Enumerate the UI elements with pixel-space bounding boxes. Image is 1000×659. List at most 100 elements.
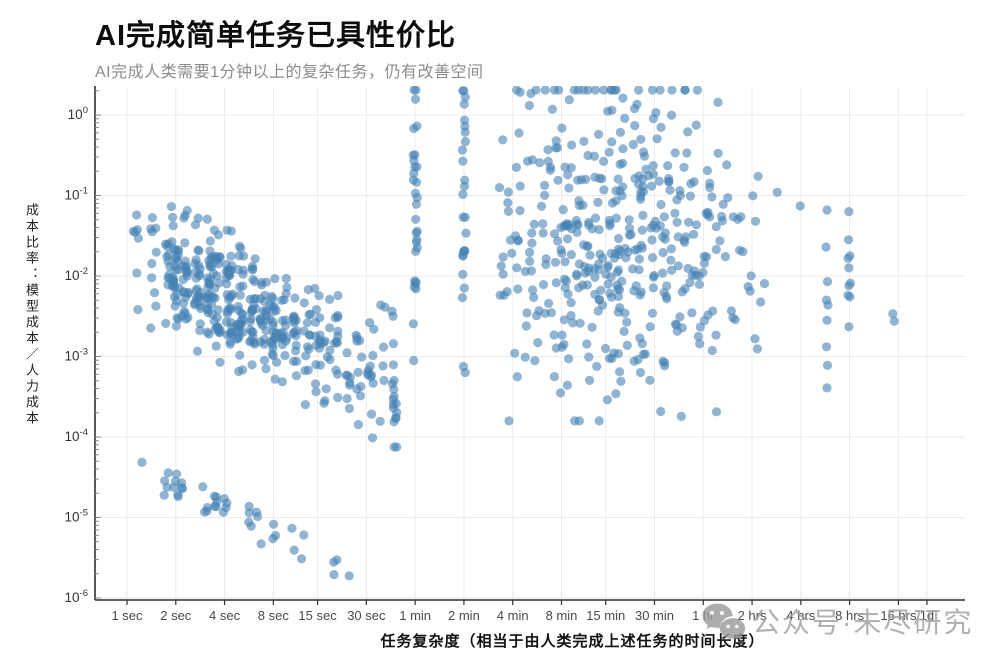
data-point [379, 375, 389, 386]
x-tick-label: 8 sec [258, 608, 290, 623]
data-point [551, 343, 561, 353]
data-point [244, 501, 254, 511]
data-point [656, 406, 666, 417]
data-point [713, 97, 723, 107]
data-point [248, 264, 258, 274]
x-tick-label: 8 hrs [835, 608, 864, 623]
data-point [289, 545, 299, 555]
data-point [353, 420, 363, 430]
data-point [504, 416, 514, 426]
data-point [214, 278, 224, 288]
chart-subtitle: AI完成人类需要1分钟以上的复杂任务，仍有改善空间 [95, 64, 484, 81]
data-point [663, 161, 673, 171]
data-point [300, 366, 310, 376]
data-point [368, 350, 378, 361]
data-point [566, 311, 576, 321]
data-point [202, 214, 212, 224]
data-point [353, 367, 363, 377]
data-point [168, 212, 178, 222]
data-point [410, 94, 421, 104]
data-point [510, 348, 520, 358]
data-point [594, 129, 604, 139]
data-point [300, 400, 310, 410]
data-point [333, 392, 343, 403]
data-point [195, 325, 205, 336]
data-point [821, 242, 831, 252]
data-point [648, 161, 658, 171]
data-point [614, 285, 625, 295]
data-point [498, 135, 508, 145]
data-point [321, 384, 331, 394]
data-point [357, 352, 367, 362]
data-point [604, 215, 614, 225]
data-point [613, 307, 623, 317]
data-point [672, 217, 682, 227]
data-point [244, 508, 254, 518]
data-point [611, 196, 621, 206]
data-point [251, 304, 261, 314]
data-point [547, 104, 558, 114]
data-point [198, 482, 208, 492]
data-point [498, 252, 508, 262]
data-point [572, 227, 582, 237]
data-point [412, 226, 422, 236]
data-point [302, 318, 312, 328]
data-point [281, 320, 291, 331]
data-point [844, 207, 854, 217]
data-point [147, 273, 157, 283]
data-point [645, 375, 655, 385]
data-point [458, 247, 469, 257]
data-point [620, 113, 630, 123]
data-point [651, 108, 661, 118]
data-point [630, 121, 640, 131]
data-point [589, 151, 600, 161]
data-point [503, 187, 513, 197]
data-point [344, 571, 354, 581]
data-point [287, 523, 297, 533]
data-point [342, 348, 352, 358]
watermark-text: 公众号·未尽研究 [752, 607, 974, 638]
data-point [616, 376, 626, 386]
data-point [637, 225, 647, 235]
data-point [579, 136, 589, 146]
data-point [759, 279, 770, 289]
data-point [587, 322, 597, 332]
data-point [628, 139, 638, 150]
data-point [584, 220, 594, 230]
data-point [635, 333, 645, 343]
data-point [256, 315, 266, 325]
data-point [355, 335, 365, 346]
data-point [151, 247, 161, 257]
data-point [560, 257, 570, 267]
wechat-icon [702, 603, 746, 641]
data-point [572, 269, 582, 279]
data-point [692, 86, 702, 95]
data-point [555, 388, 566, 398]
y-tick-label: 10-3 [65, 347, 88, 364]
data-point [549, 86, 559, 95]
data-point [168, 221, 178, 231]
data-point [245, 317, 255, 327]
data-point [667, 86, 677, 95]
data-point [237, 309, 247, 319]
data-point [557, 330, 567, 340]
data-point [845, 292, 855, 302]
data-point [640, 349, 650, 359]
data-point [203, 282, 213, 292]
data-point [525, 247, 535, 257]
data-point [459, 283, 469, 293]
data-point [654, 176, 664, 186]
data-point [515, 181, 525, 191]
data-point [557, 123, 567, 133]
data-point [823, 300, 833, 310]
data-point [495, 290, 505, 300]
data-point [705, 178, 715, 188]
data-point [522, 308, 532, 318]
data-point [304, 344, 314, 354]
data-point [530, 356, 540, 366]
data-point [267, 291, 277, 302]
data-point [562, 234, 573, 244]
data-point [223, 266, 233, 276]
data-point [172, 469, 182, 479]
data-point [194, 269, 204, 279]
